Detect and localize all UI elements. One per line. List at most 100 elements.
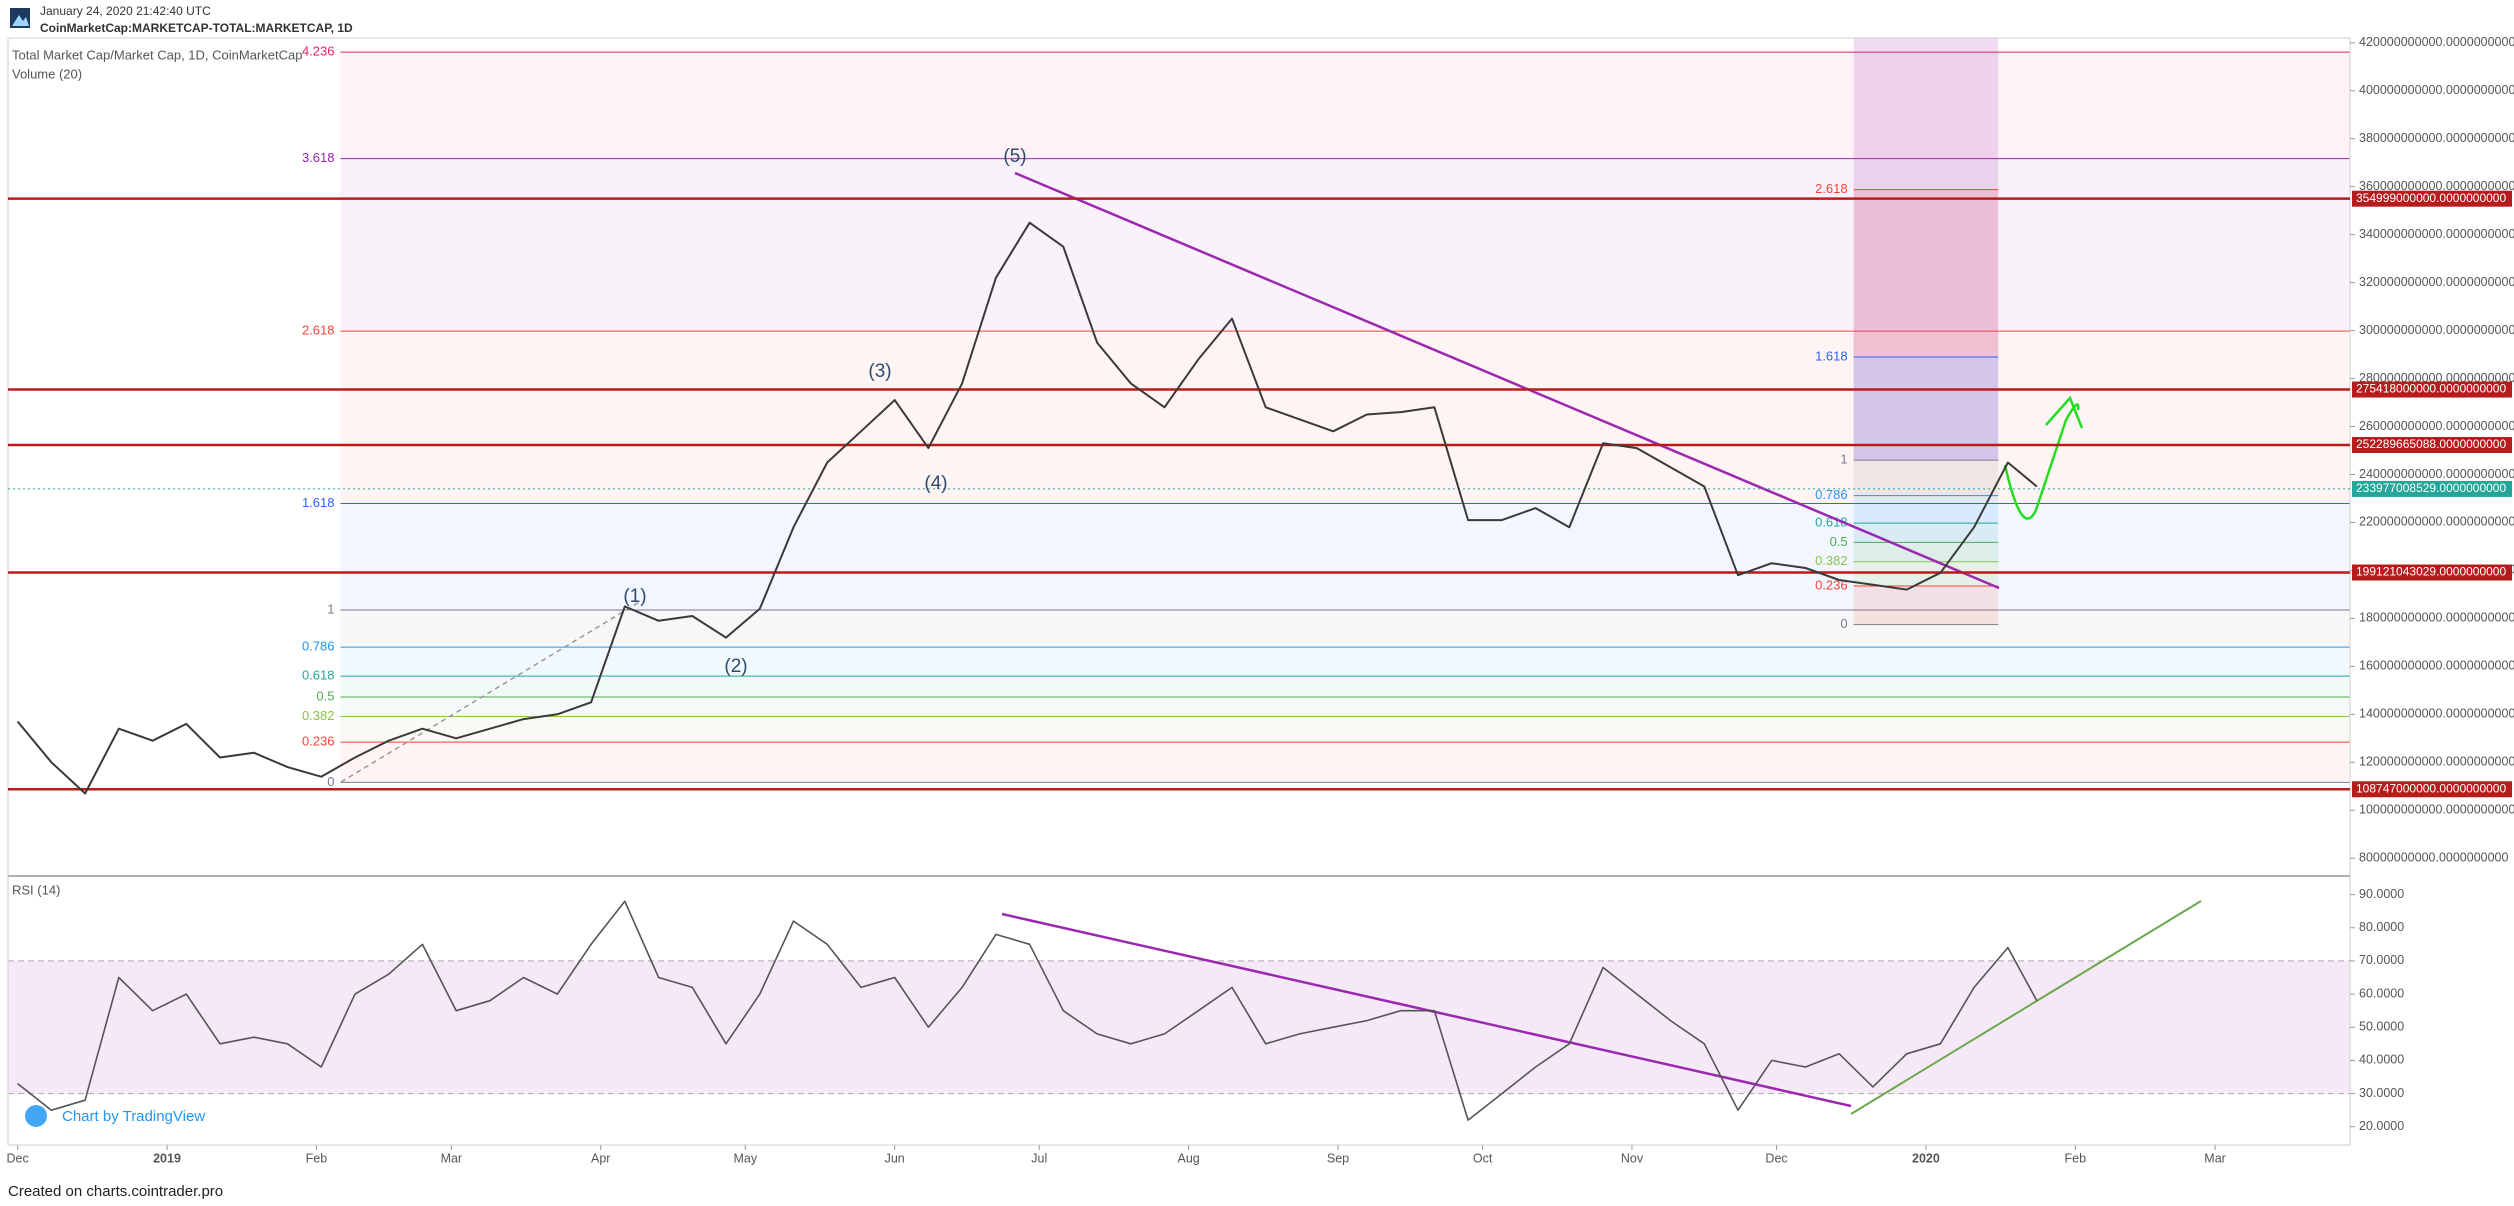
level-tag bbox=[2352, 381, 2512, 398]
symbol: CoinMarketCap:MARKETCAP-TOTAL:MARKETCAP,… bbox=[40, 21, 353, 35]
fib-label: 4.236 bbox=[302, 44, 335, 59]
fib-band bbox=[1853, 586, 1999, 625]
y-tick-label: 280000000000.0000000000 bbox=[2359, 371, 2514, 385]
x-tick-label: Mar bbox=[441, 1151, 463, 1165]
fib-band bbox=[340, 331, 2351, 504]
fib-band bbox=[340, 158, 2351, 332]
y-tick-label: 80.0000 bbox=[2359, 920, 2404, 934]
level-tag bbox=[2352, 437, 2512, 454]
y-tick-label: 40.0000 bbox=[2359, 1053, 2404, 1067]
fib-label: 0.5 bbox=[1830, 534, 1848, 549]
fib-label: 0.786 bbox=[1815, 487, 1848, 502]
x-tick-label: Jun bbox=[885, 1151, 905, 1165]
level-label: 275418000000.0000000000 bbox=[2356, 382, 2506, 396]
fib-band bbox=[1853, 495, 1999, 524]
y-tick-label: 50.0000 bbox=[2359, 1020, 2404, 1034]
watermark-logo bbox=[25, 1105, 47, 1127]
x-tick-label: Sep bbox=[1327, 1151, 1349, 1165]
fib-label: 0.382 bbox=[302, 708, 335, 723]
y-tick-label: 360000000000.0000000000 bbox=[2359, 179, 2514, 193]
series-line bbox=[16, 221, 2038, 795]
fib-label: 0.618 bbox=[302, 668, 335, 683]
level-tag bbox=[2352, 781, 2512, 798]
y-tick-label: 120000000000.0000000000 bbox=[2359, 755, 2514, 769]
y-tick-label: 140000000000.0000000000 bbox=[2359, 707, 2514, 721]
fib-band bbox=[1853, 460, 1999, 496]
x-tick-label: Feb bbox=[306, 1151, 328, 1165]
x-tick-label: Dec bbox=[7, 1151, 29, 1165]
frame bbox=[7, 37, 2351, 1146]
fib-label: 1 bbox=[1840, 452, 1847, 467]
fib-label: 1 bbox=[327, 601, 334, 616]
level-tag bbox=[2352, 190, 2512, 207]
legend-rsi: RSI (14) bbox=[12, 882, 60, 897]
fib-label: 0.786 bbox=[302, 639, 335, 654]
dashed-trend bbox=[340, 600, 642, 783]
fib-band bbox=[340, 609, 2351, 648]
fib-band bbox=[340, 676, 2351, 698]
last-price-tag bbox=[2352, 480, 2512, 497]
y-tick-label: 340000000000.0000000000 bbox=[2359, 227, 2514, 241]
price-trendline bbox=[1014, 171, 2000, 590]
fib-label: 1.618 bbox=[1815, 348, 1848, 363]
fib-label: 3.618 bbox=[302, 150, 335, 165]
y-tick-label: 320000000000.0000000000 bbox=[2359, 275, 2514, 289]
rsi-support bbox=[1850, 900, 2202, 1115]
x-tick-label: May bbox=[733, 1151, 757, 1165]
y-tick-label: 30.0000 bbox=[2359, 1086, 2404, 1100]
level-label: 199121043029.0000000000 bbox=[2356, 565, 2506, 579]
wave-label: (2) bbox=[724, 656, 747, 677]
y-tick-label: 60.0000 bbox=[2359, 986, 2404, 1000]
fib-band bbox=[1853, 542, 1999, 562]
x-tick-label: 2019 bbox=[153, 1151, 181, 1165]
wave-label: (5) bbox=[1003, 146, 1026, 167]
x-tick-label: 2020 bbox=[1912, 1151, 1940, 1165]
fib-band bbox=[340, 503, 2351, 610]
fib-label: 0.236 bbox=[302, 734, 335, 749]
fib-label: 0 bbox=[1840, 616, 1847, 631]
y-tick-label: 70.0000 bbox=[2359, 953, 2404, 967]
y-tick-label: 100000000000.0000000000 bbox=[2359, 803, 2514, 817]
x-tick-label: Dec bbox=[1765, 1151, 1787, 1165]
x-tick-label: Feb bbox=[2065, 1151, 2087, 1165]
y-tick-label: 380000000000.0000000000 bbox=[2359, 131, 2514, 145]
fib-band bbox=[340, 742, 2351, 783]
fib-band bbox=[1853, 523, 1999, 543]
fib-label: 0.382 bbox=[1815, 553, 1848, 568]
fib-band bbox=[340, 697, 2351, 717]
x-tick-label: Jul bbox=[1031, 1151, 1047, 1165]
y-tick-label: 240000000000.0000000000 bbox=[2359, 467, 2514, 481]
fib-label: 1.618 bbox=[302, 495, 335, 510]
y-tick-label: 220000000000.0000000000 bbox=[2359, 515, 2514, 529]
y-tick-label: 160000000000.0000000000 bbox=[2359, 659, 2514, 673]
fib-band bbox=[1853, 356, 1999, 461]
fib-band bbox=[340, 647, 2351, 677]
legend-volume: Volume (20) bbox=[12, 66, 82, 81]
y-tick-label: 90.0000 bbox=[2359, 887, 2404, 901]
y-tick-label: 300000000000.0000000000 bbox=[2359, 323, 2514, 337]
x-tick-label: Aug bbox=[1178, 1151, 1200, 1165]
fib-band bbox=[340, 716, 2351, 743]
legend-main: Total Market Cap/Market Cap, 1D, CoinMar… bbox=[12, 47, 302, 62]
fib-label: 2.618 bbox=[1815, 181, 1848, 196]
fib-band bbox=[340, 52, 2351, 159]
y-tick-label: 20.0000 bbox=[2359, 1119, 2404, 1133]
fib-label: 0 bbox=[327, 774, 334, 789]
y-tick-label: 260000000000.0000000000 bbox=[2359, 419, 2514, 433]
x-tick-label: Mar bbox=[2204, 1151, 2226, 1165]
level-tag bbox=[2352, 564, 2512, 581]
level-label: 354999000000.0000000000 bbox=[2356, 191, 2506, 205]
rsi-band bbox=[8, 960, 2350, 1094]
projection-arrow bbox=[2003, 395, 2084, 520]
fib-band bbox=[1853, 561, 1999, 587]
watermark: Chart by TradingView bbox=[62, 1108, 205, 1125]
x-tick-label: Nov bbox=[1621, 1151, 1644, 1165]
fib-label: 0.5 bbox=[316, 688, 334, 703]
level-label: 108747000000.0000000000 bbox=[2356, 781, 2506, 795]
footer: Created on charts.cointrader.pro bbox=[8, 1183, 223, 1200]
last-price-label: 233977008529.0000000000 bbox=[2356, 481, 2506, 495]
y-tick-label: 400000000000.0000000000 bbox=[2359, 83, 2514, 97]
fib-label: 2.618 bbox=[302, 323, 335, 338]
